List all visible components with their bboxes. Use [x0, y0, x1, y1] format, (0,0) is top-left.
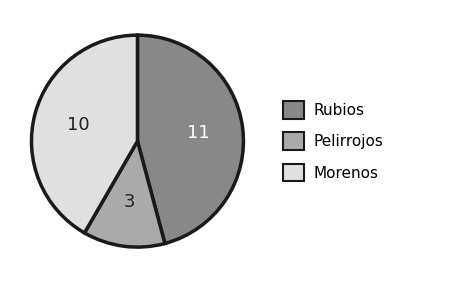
Wedge shape	[137, 35, 244, 243]
Text: 3: 3	[124, 193, 135, 211]
Wedge shape	[31, 35, 137, 233]
Wedge shape	[84, 141, 165, 247]
Text: 10: 10	[67, 116, 90, 134]
Text: 11: 11	[187, 124, 210, 142]
Legend: Rubios, Pelirrojos, Morenos: Rubios, Pelirrojos, Morenos	[283, 101, 383, 181]
